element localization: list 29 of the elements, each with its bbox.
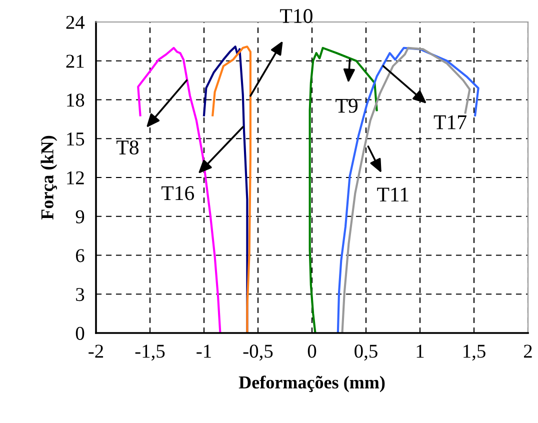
x-tick-label: 1,5: [464, 344, 486, 361]
y-tick-label: 15: [67, 132, 84, 146]
x-tick-label: -2: [88, 344, 104, 358]
x-axis-title: Deformações (mm): [238, 376, 385, 392]
y-tick-label: 24: [66, 16, 85, 29]
x-tick-label: 0: [308, 344, 316, 358]
y-tick-label: 21: [66, 54, 84, 68]
annotation: T11: [377, 188, 408, 202]
annotation: T8: [116, 140, 138, 155]
y-tick-label: 9: [76, 210, 84, 224]
annotation: T10: [280, 9, 312, 24]
annotation: T9: [336, 98, 358, 113]
x-tick-label: 0,5: [354, 344, 378, 361]
line-series: [137, 46, 222, 333]
x-tick-label: -0,5: [243, 344, 273, 361]
line-series: [308, 46, 378, 333]
y-tick-label: 12: [67, 171, 84, 184]
annotation: T16: [161, 186, 194, 200]
y-tick-label: 18: [67, 94, 84, 107]
y-tick-label: 0: [76, 326, 84, 340]
x-tick-label: 2: [524, 344, 532, 358]
y-tick-label: 3: [76, 288, 84, 302]
y-tick-label: 6: [76, 249, 84, 262]
line-series: [212, 46, 252, 333]
y-axis-title: Força (kN): [40, 136, 58, 220]
x-tick-label: -1,5: [135, 344, 165, 361]
x-tick-label: 1: [416, 344, 424, 358]
annotation: T17: [434, 115, 466, 130]
x-tick-label: -1: [196, 344, 211, 358]
